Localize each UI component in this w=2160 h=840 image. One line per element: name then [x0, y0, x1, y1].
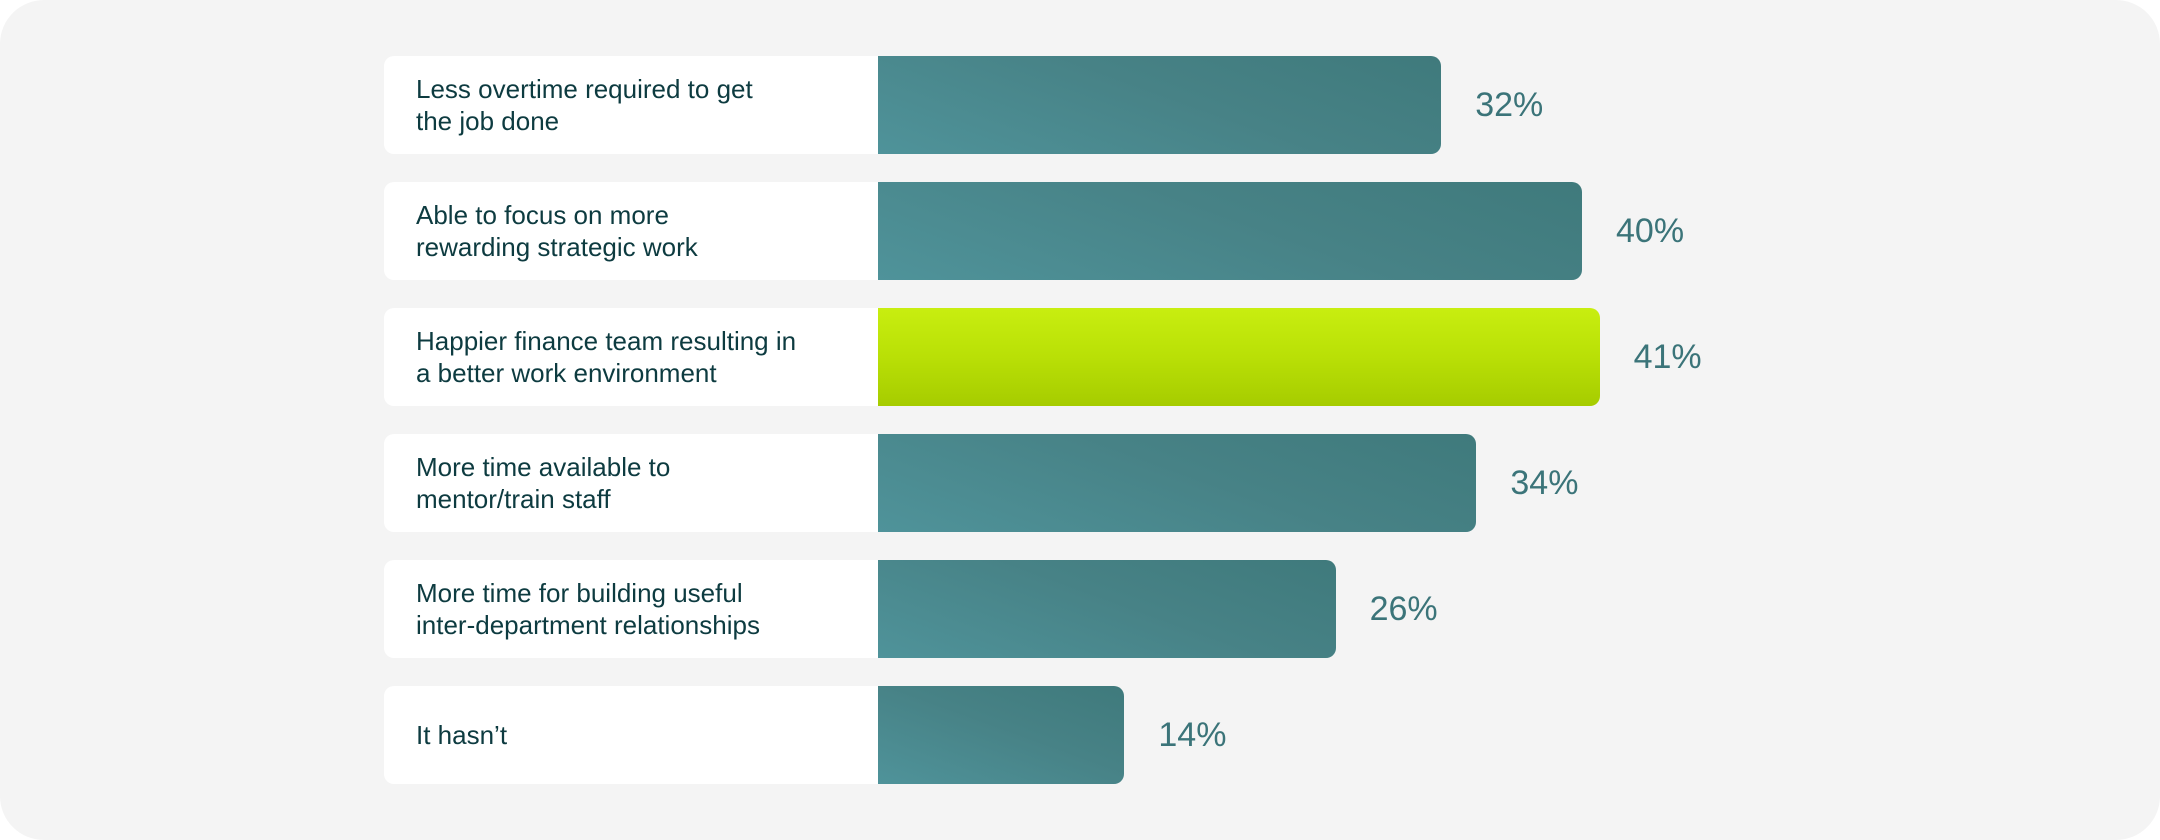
- bar: [878, 182, 1582, 280]
- category-label-box: It hasn’t: [384, 686, 878, 784]
- category-label: Happier finance team resulting in a bett…: [416, 326, 797, 388]
- category-label: More time for building useful inter-depa…: [416, 578, 760, 640]
- category-label-box: Happier finance team resulting in a bett…: [384, 308, 878, 406]
- value-label: 34%: [1510, 463, 1579, 502]
- category-label: Able to focus on more rewarding strategi…: [416, 200, 698, 262]
- category-label-box: Able to focus on more rewarding strategi…: [384, 182, 878, 280]
- value-label: 40%: [1616, 211, 1685, 250]
- bar: [878, 686, 1125, 784]
- bar-row: More time available to mentor/train staf…: [384, 434, 1784, 532]
- bar: [878, 56, 1442, 154]
- horizontal-bar-chart: Less overtime required to get the job do…: [384, 56, 1784, 784]
- bar-row: More time for building useful inter-depa…: [384, 560, 1784, 658]
- highlighted-bar: [878, 308, 1600, 406]
- category-label-box: More time for building useful inter-depa…: [384, 560, 878, 658]
- bar: [878, 434, 1477, 532]
- value-label: 41%: [1633, 337, 1702, 376]
- category-label-box: More time available to mentor/train staf…: [384, 434, 878, 532]
- bar-row: It hasn’t 14%: [384, 686, 1784, 784]
- value-label: 26%: [1369, 589, 1438, 628]
- bar: [878, 560, 1336, 658]
- category-label-box: Less overtime required to get the job do…: [384, 56, 878, 154]
- value-label: 14%: [1158, 715, 1227, 754]
- category-label: It hasn’t: [416, 720, 508, 750]
- bar-row: Able to focus on more rewarding strategi…: [384, 182, 1784, 280]
- bar-row: Less overtime required to get the job do…: [384, 56, 1784, 154]
- category-label: Less overtime required to get the job do…: [416, 74, 753, 136]
- bar-row: Happier finance team resulting in a bett…: [384, 308, 1784, 406]
- category-label: More time available to mentor/train staf…: [416, 452, 671, 514]
- value-label: 32%: [1475, 85, 1544, 124]
